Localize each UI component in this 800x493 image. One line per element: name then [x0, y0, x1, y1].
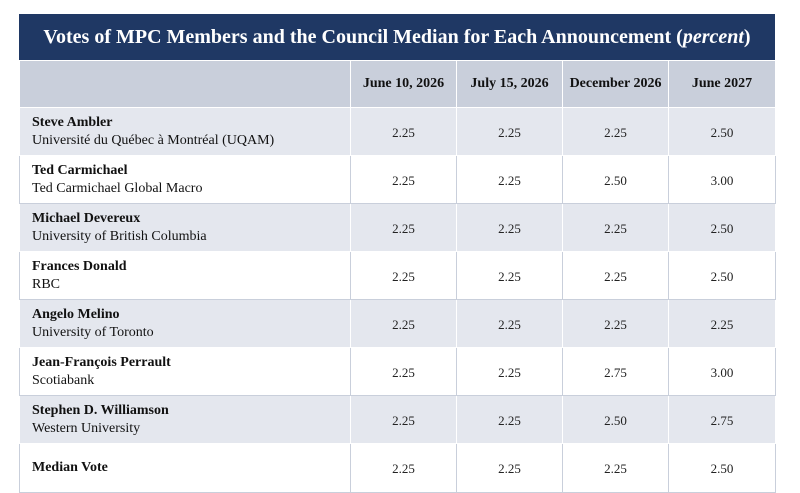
member-name: Stephen D. Williamson [32, 402, 169, 418]
votes-table: June 10, 2026 July 15, 2026 December 202… [19, 60, 776, 493]
votes-table-container: Votes of MPC Members and the Council Med… [19, 14, 776, 493]
vote-cell: 3.00 [668, 155, 776, 204]
table-title-text: Votes of MPC Members and the Council Med… [43, 25, 683, 48]
header-col-1: July 15, 2026 [456, 60, 563, 108]
member-affiliation: Scotiabank [32, 372, 95, 388]
vote-cell: 2.25 [562, 299, 669, 348]
header-col-0: June 10, 2026 [350, 60, 457, 108]
member-name: Michael Devereux [32, 210, 141, 226]
member-cell: Michael Devereux University of British Co… [19, 203, 351, 252]
vote-cell: 2.25 [456, 107, 563, 156]
member-cell: Angelo Melino University of Toronto [19, 299, 351, 348]
vote-cell: 2.25 [668, 299, 776, 348]
table-row: Steve Ambler Université du Québec à Montr… [19, 107, 776, 156]
vote-cell: 2.25 [350, 299, 457, 348]
median-vote-cell: 2.25 [562, 443, 669, 493]
median-vote-cell: 2.25 [350, 443, 457, 493]
vote-cell: 2.25 [456, 251, 563, 300]
table-row: Ted Carmichael Ted Carmichael Global Macr… [19, 155, 776, 204]
median-row: Median Vote 2.25 2.25 2.25 2.50 [19, 443, 776, 493]
member-cell: Ted Carmichael Ted Carmichael Global Macr… [19, 155, 351, 204]
member-name: Steve Ambler [32, 114, 113, 130]
header-col-2: December 2026 [562, 60, 669, 108]
table-row: Jean-François Perrault Scotiabank 2.25 2.25… [19, 347, 776, 396]
vote-cell: 2.25 [456, 395, 563, 444]
member-affiliation: University of British Columbia [32, 228, 207, 244]
vote-cell: 2.25 [456, 155, 563, 204]
table-title-unit: percent [682, 25, 744, 48]
header-member [19, 60, 351, 108]
member-cell: Jean-François Perrault Scotiabank [19, 347, 351, 396]
vote-cell: 2.25 [456, 299, 563, 348]
header-col-3: June 2027 [668, 60, 776, 108]
vote-cell: 2.25 [350, 251, 457, 300]
member-affiliation: Université du Québec à Montréal (UQAM) [32, 132, 275, 148]
table-title-close: ) [743, 25, 751, 48]
member-cell: Frances Donald RBC [19, 251, 351, 300]
member-name: Ted Carmichael [32, 162, 128, 178]
member-name: Jean-François Perrault [32, 354, 171, 370]
vote-cell: 2.25 [456, 347, 563, 396]
median-label: Median Vote [32, 460, 108, 475]
vote-cell: 2.50 [562, 395, 669, 444]
vote-cell: 2.25 [350, 155, 457, 204]
member-affiliation: Western University [32, 420, 141, 436]
vote-cell: 2.25 [350, 203, 457, 252]
vote-cell: 2.25 [350, 395, 457, 444]
member-name: Frances Donald [32, 258, 127, 274]
header-row: June 10, 2026 July 15, 2026 December 202… [19, 60, 776, 108]
vote-cell: 2.50 [668, 251, 776, 300]
table-title: Votes of MPC Members and the Council Med… [19, 14, 775, 60]
vote-cell: 2.25 [562, 107, 669, 156]
table-row: Stephen D. Williamson Western University 2… [19, 395, 776, 444]
vote-cell: 2.50 [668, 107, 776, 156]
vote-cell: 2.25 [350, 107, 457, 156]
table-row: Michael Devereux University of British Co… [19, 203, 776, 252]
vote-cell: 2.25 [456, 203, 563, 252]
median-label-cell: Median Vote [19, 443, 351, 493]
vote-cell: 2.25 [350, 347, 457, 396]
member-name: Angelo Melino [32, 306, 120, 322]
table-row: Frances Donald RBC 2.25 2.25 2.25 2.50 [19, 251, 776, 300]
table-row: Angelo Melino University of Toronto 2.25 2.… [19, 299, 776, 348]
member-affiliation: University of Toronto [32, 324, 154, 340]
vote-cell: 2.25 [562, 203, 669, 252]
vote-cell: 2.50 [668, 203, 776, 252]
vote-cell: 2.75 [668, 395, 776, 444]
vote-cell: 3.00 [668, 347, 776, 396]
median-vote-cell: 2.50 [668, 443, 776, 493]
member-affiliation: RBC [32, 276, 61, 292]
median-vote-cell: 2.25 [456, 443, 563, 493]
vote-cell: 2.50 [562, 155, 669, 204]
member-affiliation: Ted Carmichael Global Macro [32, 180, 203, 196]
vote-cell: 2.75 [562, 347, 669, 396]
member-cell: Steve Ambler Université du Québec à Montr… [19, 107, 351, 156]
member-cell: Stephen D. Williamson Western University [19, 395, 351, 444]
vote-cell: 2.25 [562, 251, 669, 300]
